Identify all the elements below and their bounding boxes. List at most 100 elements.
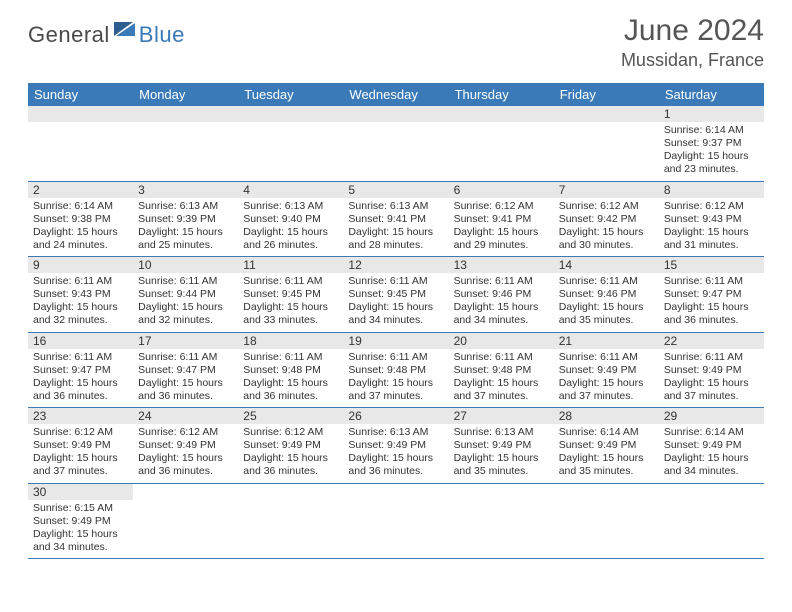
calendar-day-cell: 30Sunrise: 6:15 AMSunset: 9:49 PMDayligh…	[28, 483, 133, 559]
sunrise-text: Sunrise: 6:14 AM	[664, 426, 759, 439]
daylight-text: Daylight: 15 hours	[348, 377, 443, 390]
daylight-text: Daylight: 15 hours	[664, 301, 759, 314]
daylight-text: and 24 minutes.	[33, 239, 128, 252]
day-details: Sunrise: 6:11 AMSunset: 9:46 PMDaylight:…	[449, 273, 554, 332]
day-number: 29	[659, 408, 764, 424]
daylight-text: and 35 minutes.	[559, 465, 654, 478]
sunrise-text: Sunrise: 6:11 AM	[664, 351, 759, 364]
day-number: 10	[133, 257, 238, 273]
day-details: Sunrise: 6:15 AMSunset: 9:49 PMDaylight:…	[28, 500, 133, 559]
sunrise-text: Sunrise: 6:11 AM	[559, 351, 654, 364]
sunrise-text: Sunrise: 6:13 AM	[138, 200, 233, 213]
sunset-text: Sunset: 9:42 PM	[559, 213, 654, 226]
sunset-text: Sunset: 9:47 PM	[664, 288, 759, 301]
day-number: 8	[659, 182, 764, 198]
day-details	[554, 500, 659, 506]
sunrise-text: Sunrise: 6:11 AM	[348, 351, 443, 364]
calendar-day-cell: 29Sunrise: 6:14 AMSunset: 9:49 PMDayligh…	[659, 408, 764, 484]
sunrise-text: Sunrise: 6:13 AM	[454, 426, 549, 439]
daylight-text: and 36 minutes.	[243, 465, 338, 478]
daylight-text: Daylight: 15 hours	[243, 301, 338, 314]
day-details: Sunrise: 6:13 AMSunset: 9:49 PMDaylight:…	[343, 424, 448, 483]
calendar-day-cell: 15Sunrise: 6:11 AMSunset: 9:47 PMDayligh…	[659, 257, 764, 333]
day-number	[28, 106, 133, 122]
day-number	[343, 484, 448, 500]
daylight-text: and 37 minutes.	[348, 390, 443, 403]
day-details	[238, 122, 343, 128]
daylight-text: Daylight: 15 hours	[559, 452, 654, 465]
calendar-day-cell: 13Sunrise: 6:11 AMSunset: 9:46 PMDayligh…	[449, 257, 554, 333]
calendar-day-cell: 19Sunrise: 6:11 AMSunset: 9:48 PMDayligh…	[343, 332, 448, 408]
daylight-text: and 25 minutes.	[138, 239, 233, 252]
header: General Blue June 2024 Mussidan, France	[0, 0, 792, 77]
daylight-text: and 35 minutes.	[454, 465, 549, 478]
day-number: 4	[238, 182, 343, 198]
day-details	[238, 500, 343, 506]
calendar-day-cell	[659, 483, 764, 559]
sunset-text: Sunset: 9:43 PM	[664, 213, 759, 226]
day-number: 20	[449, 333, 554, 349]
weekday-header: Saturday	[659, 83, 764, 106]
daylight-text: and 36 minutes.	[138, 465, 233, 478]
day-details: Sunrise: 6:11 AMSunset: 9:49 PMDaylight:…	[659, 349, 764, 408]
calendar-day-cell: 2Sunrise: 6:14 AMSunset: 9:38 PMDaylight…	[28, 181, 133, 257]
day-number	[238, 484, 343, 500]
calendar-week-row: 23Sunrise: 6:12 AMSunset: 9:49 PMDayligh…	[28, 408, 764, 484]
calendar-day-cell: 8Sunrise: 6:12 AMSunset: 9:43 PMDaylight…	[659, 181, 764, 257]
day-details: Sunrise: 6:14 AMSunset: 9:49 PMDaylight:…	[659, 424, 764, 483]
day-details	[449, 500, 554, 506]
day-number	[133, 106, 238, 122]
calendar-week-row: 30Sunrise: 6:15 AMSunset: 9:49 PMDayligh…	[28, 483, 764, 559]
day-details	[28, 122, 133, 128]
day-number: 16	[28, 333, 133, 349]
calendar-table: Sunday Monday Tuesday Wednesday Thursday…	[28, 83, 764, 559]
weekday-header: Thursday	[449, 83, 554, 106]
daylight-text: Daylight: 15 hours	[559, 301, 654, 314]
day-details: Sunrise: 6:12 AMSunset: 9:49 PMDaylight:…	[238, 424, 343, 483]
sunrise-text: Sunrise: 6:12 AM	[138, 426, 233, 439]
daylight-text: and 32 minutes.	[138, 314, 233, 327]
calendar-week-row: 16 Sunrise: 6:11 AM Sunset: 9:47 PM Dayligh…	[28, 332, 764, 408]
flag-icon	[113, 20, 139, 43]
daylight-text: Daylight: 15 hours	[348, 301, 443, 314]
day-details: Sunrise: 6:11 AMSunset: 9:48 PMDaylight:…	[343, 349, 448, 408]
sunset-text: Sunset: 9:49 PM	[33, 439, 128, 452]
daylight-text: Daylight: 15 hours	[559, 377, 654, 390]
calendar-day-cell: 9Sunrise: 6:11 AMSunset: 9:43 PMDaylight…	[28, 257, 133, 333]
day-details: Sunrise: 6:13 AMSunset: 9:40 PMDaylight:…	[238, 198, 343, 257]
day-details: Sunrise: 6:12 AMSunset: 9:49 PMDaylight:…	[28, 424, 133, 483]
sunset-text: Sunset: 9:44 PM	[138, 288, 233, 301]
sunset-text: Sunset: 9:39 PM	[138, 213, 233, 226]
sunset-text: Sunset: 9:49 PM	[348, 439, 443, 452]
sunset-text: Sunset: 9:45 PM	[243, 288, 338, 301]
sunset-text: Sunset: 9:49 PM	[664, 439, 759, 452]
day-number: 26	[343, 408, 448, 424]
day-number: 27	[449, 408, 554, 424]
calendar-day-cell: 7Sunrise: 6:12 AMSunset: 9:42 PMDaylight…	[554, 181, 659, 257]
calendar-day-cell	[449, 483, 554, 559]
daylight-text: and 26 minutes.	[243, 239, 338, 252]
daylight-text: Daylight: 15 hours	[454, 452, 549, 465]
daylight-text: and 23 minutes.	[664, 163, 759, 176]
calendar-day-cell: 11Sunrise: 6:11 AMSunset: 9:45 PMDayligh…	[238, 257, 343, 333]
calendar-day-cell: 20Sunrise: 6:11 AMSunset: 9:48 PMDayligh…	[449, 332, 554, 408]
day-details	[449, 122, 554, 128]
daylight-text: and 37 minutes.	[559, 390, 654, 403]
day-details	[343, 122, 448, 128]
calendar-day-cell	[238, 106, 343, 181]
sunset-text: Sunset: 9:47 PM	[33, 364, 128, 377]
day-number: 6	[449, 182, 554, 198]
calendar-day-cell	[28, 106, 133, 181]
day-details	[343, 500, 448, 506]
calendar-day-cell: 3Sunrise: 6:13 AMSunset: 9:39 PMDaylight…	[133, 181, 238, 257]
sunset-text: Sunset: 9:49 PM	[559, 439, 654, 452]
day-number	[449, 106, 554, 122]
daylight-text: Daylight: 15 hours	[138, 377, 233, 390]
day-number: 17	[133, 333, 238, 349]
weekday-header: Sunday	[28, 83, 133, 106]
calendar-day-cell: 22Sunrise: 6:11 AMSunset: 9:49 PMDayligh…	[659, 332, 764, 408]
sunrise-text: Sunrise: 6:12 AM	[559, 200, 654, 213]
daylight-text: and 37 minutes.	[664, 390, 759, 403]
daylight-text: and 34 minutes.	[664, 465, 759, 478]
brand-logo: General Blue	[28, 20, 185, 49]
